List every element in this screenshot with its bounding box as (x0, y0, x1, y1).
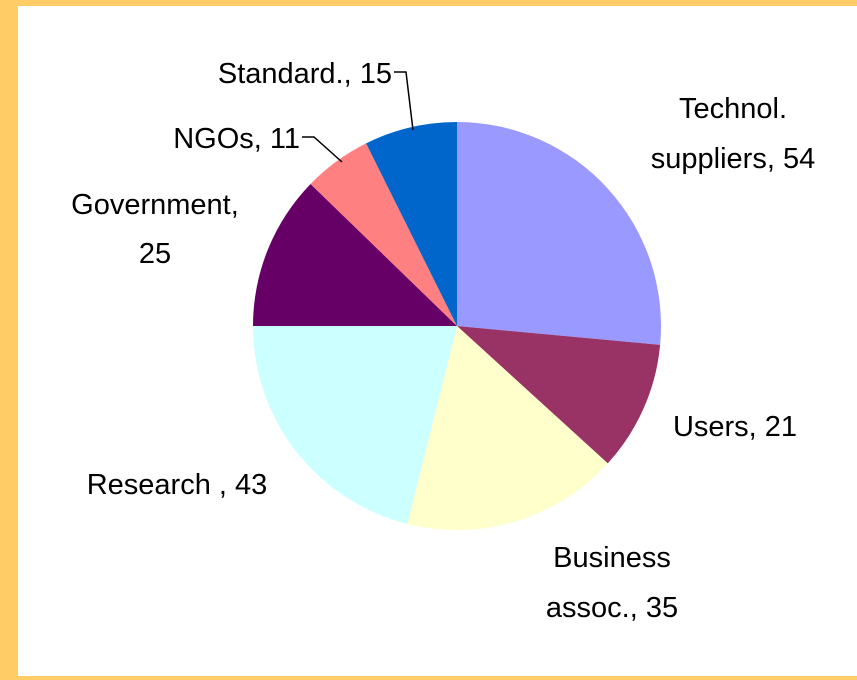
slice-label-technol-suppliers: Technol. suppliers, 54 (651, 93, 815, 175)
pie-slice-research (253, 326, 457, 524)
pie-slices (253, 122, 661, 531)
pie-slice-government (253, 183, 457, 326)
slice-label-users: Users, 21 (673, 411, 797, 443)
pie-slice-technol-suppliers (457, 122, 661, 345)
pie-slice-standard (366, 122, 457, 326)
slice-label-government: Government, 25 (71, 189, 239, 270)
slice-label-research: Research , 43 (87, 469, 268, 501)
slice-label-ngos: NGOs, 11 (173, 123, 300, 155)
pie-slice-business-assoc (407, 326, 608, 531)
leader-line-ngos (302, 136, 343, 163)
label-leader-lines (302, 71, 414, 163)
slice-labels: Technol. suppliers, 54 Users, 21 Business as… (71, 58, 815, 624)
slice-label-standard: Standard., 15 (218, 58, 392, 90)
slice-label-business-assoc: Business assoc., 35 (546, 542, 678, 624)
pie-slice-ngos (310, 143, 457, 326)
leader-line-standard (394, 71, 414, 131)
pie-slice-users (457, 326, 661, 464)
